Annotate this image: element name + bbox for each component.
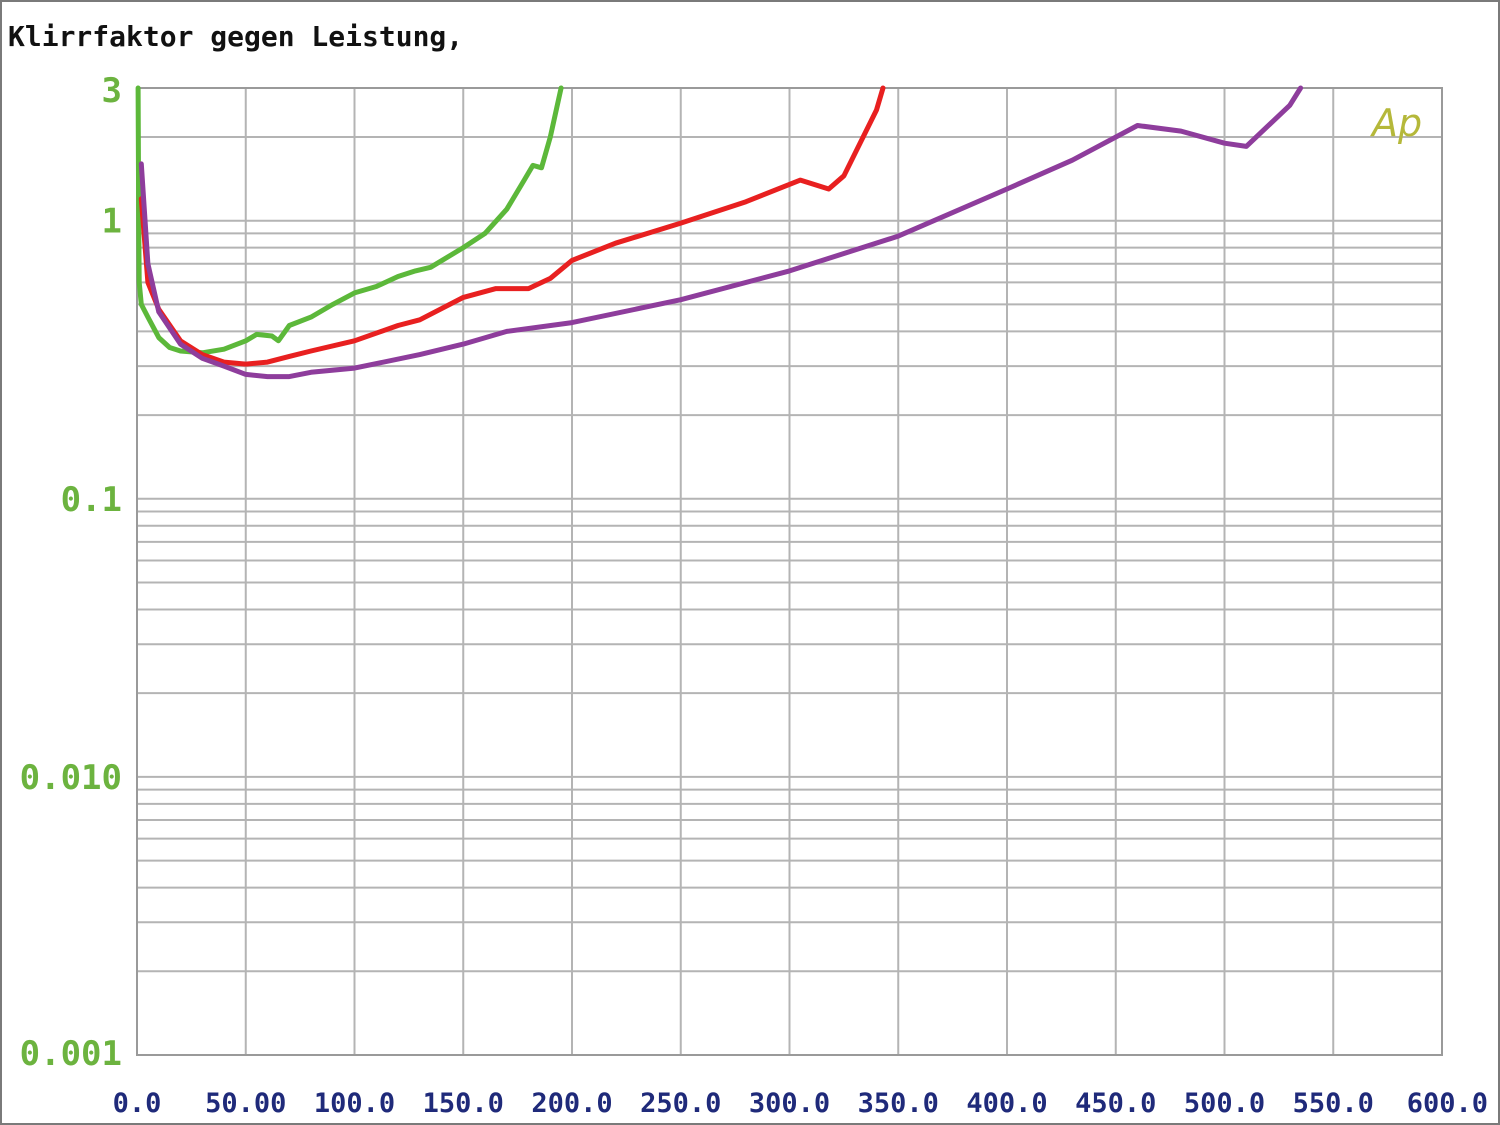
series-line-2: [138, 85, 886, 367]
x-tick-label: 500.0: [1184, 1088, 1265, 1119]
x-tick-label: 550.0: [1293, 1088, 1374, 1119]
x-tick-label: 400.0: [966, 1088, 1047, 1119]
x-tick-label: 250.0: [640, 1088, 721, 1119]
watermark-label: Ap: [1369, 101, 1422, 145]
chart-title: Klirrfaktor gegen Leistung,: [8, 20, 464, 53]
x-tick-label: 150.0: [423, 1088, 504, 1119]
y-tick-label: 1: [102, 202, 122, 242]
plot-area: [136, 87, 1443, 1056]
x-tick-label: 200.0: [531, 1088, 612, 1119]
y-tick-label: 0.1: [61, 480, 122, 520]
x-tick-label: 350.0: [858, 1088, 939, 1119]
series-line-3: [138, 85, 1304, 380]
x-tick-label: 450.0: [1075, 1088, 1156, 1119]
x-tick-label: 0.0: [113, 1088, 162, 1119]
y-tick-label: 0.001: [20, 1034, 122, 1074]
series-line-1: [135, 85, 564, 356]
x-tick-label: 100.0: [314, 1088, 395, 1119]
x-tick-label: 600.0: [1407, 1088, 1488, 1119]
y-tick-label: 3: [102, 71, 122, 111]
x-tick-label: 50.00: [205, 1088, 286, 1119]
y-tick-label: 0.010: [20, 758, 122, 798]
x-tick-label: 300.0: [749, 1088, 830, 1119]
